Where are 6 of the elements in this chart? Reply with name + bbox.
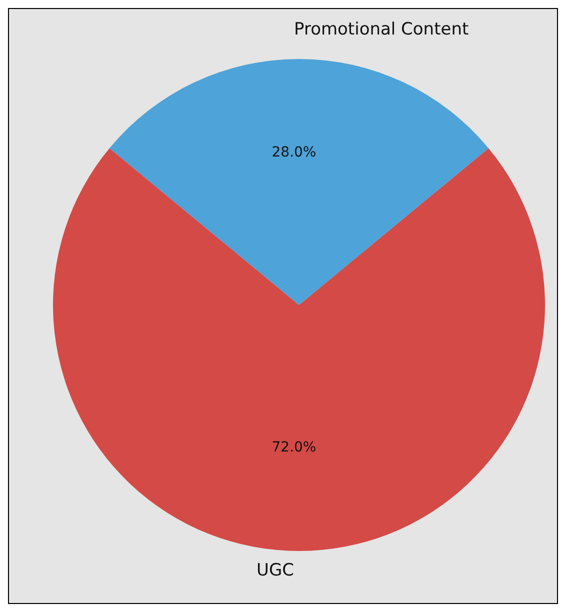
data-label: 28.0% xyxy=(272,144,316,160)
pie-slice xyxy=(109,59,489,305)
slice-label: Promotional Content xyxy=(294,19,469,40)
pie-slice xyxy=(53,148,545,550)
slice-label: UGC xyxy=(256,560,294,581)
data-label: 72.0% xyxy=(272,440,316,456)
